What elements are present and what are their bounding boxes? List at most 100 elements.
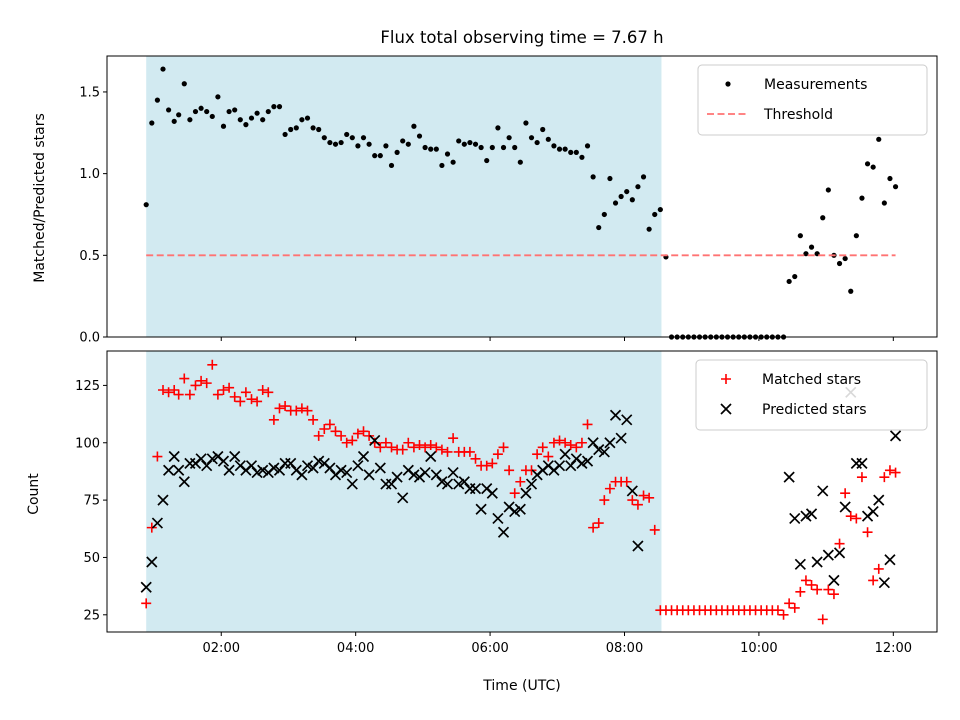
- measurement-point: [232, 107, 238, 113]
- matched-star-point: [201, 378, 212, 389]
- matched-star-point: [280, 401, 291, 412]
- matched-star-point: [784, 598, 795, 609]
- measurement-point: [820, 215, 826, 221]
- measurement-point: [607, 175, 613, 182]
- measurement-point: [864, 161, 871, 167]
- matched-star-point: [442, 446, 453, 457]
- measurement-point: [887, 175, 893, 182]
- measurement-point: [808, 244, 815, 250]
- measurement-point: [299, 117, 305, 123]
- matched-star-point: [235, 396, 246, 407]
- matched-star-point: [352, 428, 363, 439]
- predicted-star-point: [800, 510, 812, 522]
- measurement-point: [523, 120, 529, 126]
- measurement-point: [472, 141, 479, 147]
- top-panel: 0.0 0.5 1.0 1.5 Measurements Threshold: [79, 55, 938, 346]
- predicted-star-point: [811, 556, 823, 568]
- predicted-star-point: [168, 450, 180, 463]
- measurement-point: [517, 159, 523, 165]
- top-observing-window-shade: [146, 56, 662, 337]
- predicted-star-point: [430, 469, 442, 481]
- predicted-star-point: [828, 574, 840, 586]
- predicted-star-point: [867, 505, 879, 518]
- measurement-point: [870, 164, 876, 170]
- measurement-point: [271, 104, 277, 110]
- measurement-point: [612, 200, 619, 206]
- measurement-point: [254, 110, 260, 116]
- measurement-point: [540, 126, 546, 133]
- predicted-star-point: [374, 462, 386, 474]
- matched-star-point: [599, 495, 610, 506]
- x-tick-label: 08:00: [606, 641, 643, 656]
- matched-star-point: [141, 598, 152, 609]
- measurement-point: [579, 154, 585, 160]
- measurement-point: [176, 112, 182, 118]
- matched-star-point: [632, 499, 643, 510]
- matched-star-point: [834, 538, 845, 549]
- matched-star-point: [224, 382, 235, 393]
- predicted-star-point: [626, 485, 638, 497]
- measurement-point: [534, 139, 540, 146]
- measurement-point: [187, 117, 193, 123]
- bottom-y-axis-label: Count: [26, 473, 42, 515]
- matched-star-point: [593, 518, 604, 529]
- measurement-point: [327, 139, 333, 146]
- measurement-point: [792, 273, 798, 280]
- matched-star-point: [868, 575, 879, 586]
- measurement-point: [282, 131, 288, 138]
- predicted-star-point: [609, 409, 622, 421]
- measurement-point: [859, 195, 865, 201]
- matched-star-point: [649, 524, 660, 535]
- bottom-y-tick-label: 75: [83, 494, 100, 509]
- predicted-star-point: [884, 554, 896, 566]
- matched-star-point: [560, 437, 571, 448]
- matched-star-point: [862, 527, 873, 538]
- predicted-star-point: [520, 487, 532, 499]
- predicted-star-point: [229, 450, 241, 463]
- matched-star-point: [448, 433, 459, 444]
- predicted-star-point: [346, 478, 358, 490]
- measurement-point: [506, 135, 512, 141]
- matched-star-point: [537, 442, 548, 453]
- matched-star-point: [644, 492, 655, 503]
- predicted-star-point: [369, 434, 381, 447]
- measurement-point: [836, 260, 843, 267]
- predicted-star-point: [178, 476, 190, 488]
- predicted-star-point: [447, 466, 459, 479]
- predicted-star-point: [391, 471, 403, 483]
- legend-predicted-marker: [720, 403, 732, 415]
- measurement-point: [461, 141, 467, 147]
- predicted-star-point: [307, 462, 319, 474]
- measurement-point: [248, 115, 255, 121]
- matched-star-point: [263, 387, 274, 398]
- matched-star-point: [789, 602, 800, 613]
- predicted-star-point: [140, 581, 152, 593]
- bottom-series-predicted-stars: [140, 386, 902, 593]
- predicted-star-point: [565, 460, 577, 472]
- matched-star-point: [336, 430, 347, 441]
- predicted-star-point: [206, 453, 218, 465]
- matched-star-point: [845, 511, 856, 522]
- top-y-tick-label: 1.0: [79, 167, 100, 182]
- measurement-point: [450, 159, 456, 165]
- top-axes-frame: [106, 55, 938, 338]
- measurement-point: [349, 135, 355, 141]
- measurement-point: [288, 126, 294, 133]
- measurement-point: [321, 135, 327, 141]
- measurement-point: [484, 157, 490, 164]
- predicted-star-point: [301, 460, 314, 472]
- legend-label: Threshold: [763, 107, 833, 123]
- predicted-star-point: [173, 464, 185, 476]
- matched-star-point: [498, 442, 509, 453]
- predicted-star-point: [441, 478, 454, 490]
- matched-star-point: [397, 444, 408, 455]
- predicted-star-point: [425, 450, 437, 463]
- predicted-star-point: [352, 460, 364, 472]
- x-tick-label: 04:00: [337, 641, 374, 656]
- measurement-point: [181, 81, 187, 87]
- measurement-point: [551, 143, 557, 149]
- matched-star-point: [840, 488, 851, 499]
- matched-star-point: [380, 437, 391, 448]
- predicted-star-point: [458, 476, 470, 488]
- measurement-point: [428, 146, 434, 152]
